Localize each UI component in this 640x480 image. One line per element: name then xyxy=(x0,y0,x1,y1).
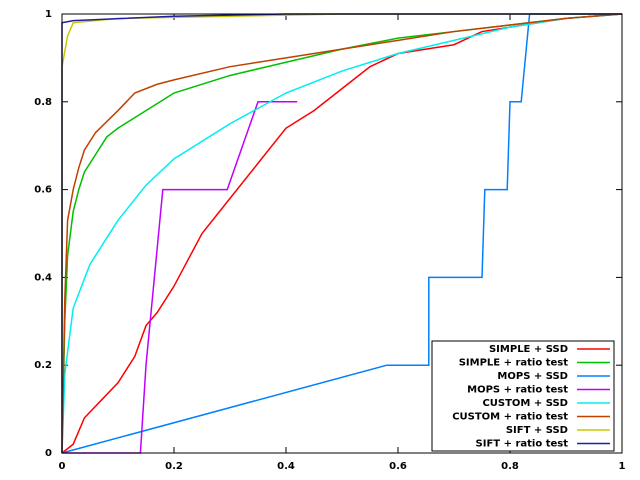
x-tick-label: 0.8 xyxy=(501,461,519,472)
series-line xyxy=(61,13,622,454)
series-line xyxy=(62,101,298,454)
x-tick-label: 0.6 xyxy=(389,461,407,472)
plot-border xyxy=(61,13,623,454)
series-line xyxy=(61,13,623,454)
y-tick-label: 0.2 xyxy=(34,360,52,371)
y-tick-label: 0.8 xyxy=(34,97,52,108)
y-tick-label: 0.6 xyxy=(34,185,52,196)
legend-label: SIMPLE + SSD xyxy=(489,344,568,355)
y-tick-label: 0 xyxy=(45,448,52,459)
series-line xyxy=(61,13,623,454)
legend-label: CUSTOM + ratio test xyxy=(452,412,568,423)
x-tick-label: 0 xyxy=(59,461,66,472)
y-tick-label: 1 xyxy=(45,9,52,20)
legend-box xyxy=(431,340,615,452)
legend-label: SIFT + SSD xyxy=(506,425,568,436)
legend-label: CUSTOM + SSD xyxy=(482,398,568,409)
legend-label: MOPS + ratio test xyxy=(467,385,568,396)
legend-label: SIFT + ratio test xyxy=(476,439,569,450)
series-line xyxy=(61,13,623,454)
y-tick-label: 0.4 xyxy=(34,272,52,283)
x-tick-label: 0.2 xyxy=(165,461,183,472)
x-tick-label: 0.4 xyxy=(277,461,295,472)
x-tick-label: 1 xyxy=(619,461,626,472)
legend-label: SIMPLE + ratio test xyxy=(459,358,569,369)
legend-label: MOPS + SSD xyxy=(497,371,568,382)
